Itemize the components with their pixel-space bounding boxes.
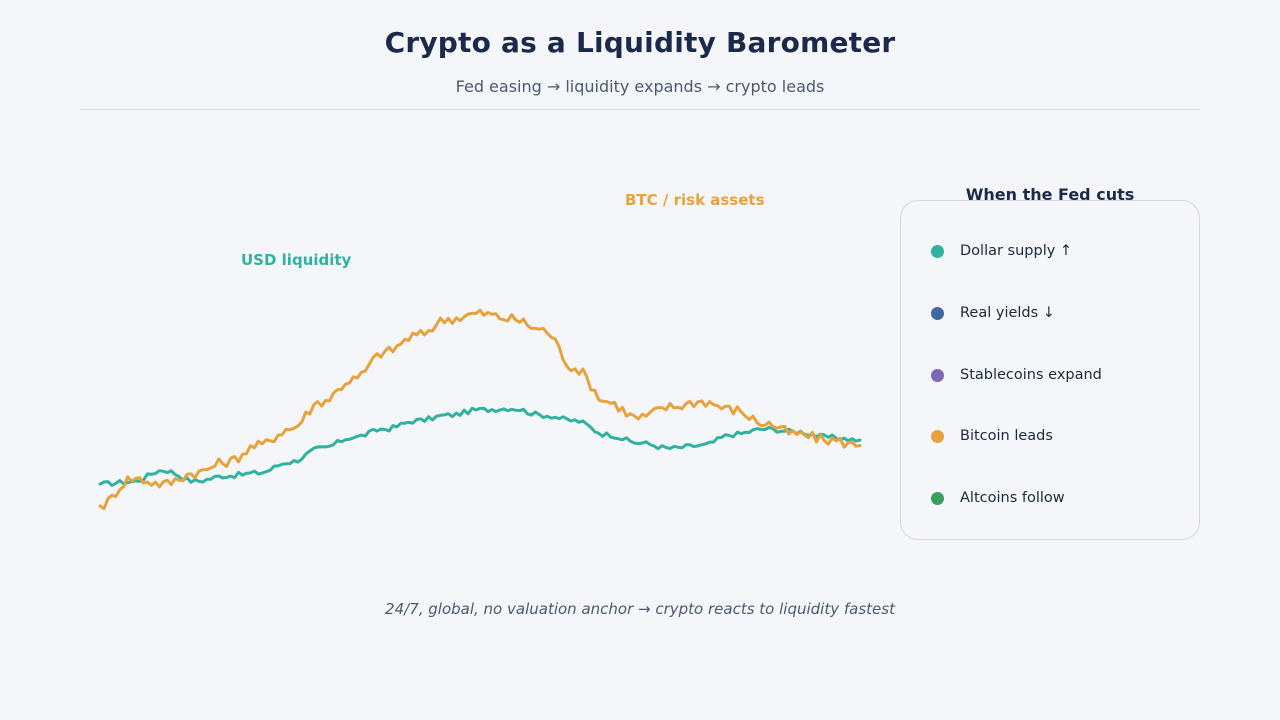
purple-dot-icon <box>931 368 944 382</box>
blue-dot-icon <box>931 306 944 320</box>
legend-label: Real yields ↓ <box>960 305 1055 321</box>
footnote: 24/7, global, no valuation anchor → cryp… <box>385 600 895 618</box>
legend-item-dollar-supply: Dollar supply ↑ <box>931 241 1072 261</box>
chart-title: Crypto as a Liquidity Barometer <box>384 26 896 59</box>
legend-item-bitcoin: Bitcoin leads <box>931 426 1053 446</box>
legend-label: Bitcoin leads <box>960 428 1053 444</box>
btc-risk-assets-line <box>98 308 862 511</box>
btc-risk-assets-label: BTC / risk assets <box>625 191 765 209</box>
panel-title: When the Fed cuts <box>965 185 1135 204</box>
legend-label: Dollar supply ↑ <box>960 243 1073 259</box>
fed-cuts-panel: Dollar supply ↑ Real yields ↓ Stablecoin… <box>900 200 1200 540</box>
header-divider <box>80 109 1200 110</box>
orange-dot-icon <box>931 429 944 443</box>
green-dot-icon <box>931 491 944 505</box>
legend-label: Stablecoins expand <box>960 367 1102 383</box>
legend-label: Altcoins follow <box>960 490 1065 506</box>
legend-item-altcoins: Altcoins follow <box>931 488 1065 508</box>
legend-item-stablecoins: Stablecoins expand <box>931 365 1102 385</box>
teal-dot-icon <box>931 244 944 258</box>
usd-liquidity-line <box>98 406 862 487</box>
usd-liquidity-label: USD liquidity <box>241 251 352 269</box>
chart-subtitle: Fed easing → liquidity expands → crypto … <box>455 77 825 96</box>
legend-item-real-yields: Real yields ↓ <box>931 303 1055 323</box>
